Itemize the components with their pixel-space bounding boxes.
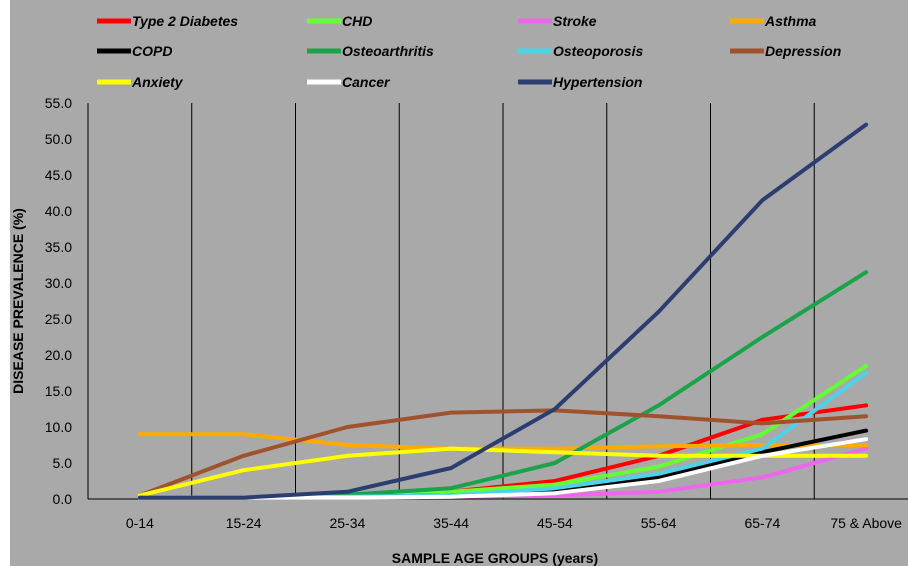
data-point xyxy=(760,418,764,422)
data-point xyxy=(864,437,868,441)
data-point xyxy=(553,483,557,487)
data-point xyxy=(242,468,246,472)
data-point xyxy=(449,447,453,451)
data-point xyxy=(345,496,349,500)
data-point xyxy=(657,403,661,407)
data-point xyxy=(760,475,764,479)
data-point xyxy=(242,496,246,500)
y-tick-label: 15.0 xyxy=(45,383,72,399)
y-tick-label: 5.0 xyxy=(53,455,73,471)
series-hypertension xyxy=(137,122,869,500)
legend-label: Osteoarthritis xyxy=(342,43,434,59)
series-line xyxy=(137,122,869,500)
data-point xyxy=(553,450,557,454)
legend-label: CHD xyxy=(342,13,372,29)
x-tick-label: 55-64 xyxy=(641,515,677,531)
data-point xyxy=(449,486,453,490)
series-line xyxy=(137,408,869,498)
data-point xyxy=(760,421,764,425)
data-point xyxy=(864,454,868,458)
data-point xyxy=(449,490,453,494)
data-point xyxy=(242,454,246,458)
data-point xyxy=(449,466,453,470)
x-tick-label: 15-24 xyxy=(226,515,262,531)
y-tick-label: 45.0 xyxy=(45,167,72,183)
data-point xyxy=(657,454,661,458)
data-point xyxy=(864,270,868,274)
x-tick-label: 75 & Above xyxy=(830,515,902,531)
y-tick-label: 40.0 xyxy=(45,203,72,219)
x-tick-label: 25-34 xyxy=(329,515,365,531)
legend-label: Type 2 Diabetes xyxy=(132,13,238,29)
data-point xyxy=(449,411,453,415)
data-point xyxy=(345,443,349,447)
data-point xyxy=(553,461,557,465)
legend-label: Anxiety xyxy=(131,74,184,90)
y-tick-label: 20.0 xyxy=(45,347,72,363)
x-axis-title: SAMPLE AGE GROUPS (years) xyxy=(392,550,598,566)
legend-label: Osteoporosis xyxy=(553,43,643,59)
data-point xyxy=(657,465,661,469)
y-tick-label: 35.0 xyxy=(45,239,72,255)
data-point xyxy=(760,432,764,436)
data-point xyxy=(657,444,661,448)
legend-label: Depression xyxy=(765,43,841,59)
data-point xyxy=(657,310,661,314)
data-point xyxy=(657,479,661,483)
series-line xyxy=(137,446,869,498)
data-point xyxy=(449,495,453,499)
data-point xyxy=(242,432,246,436)
data-point xyxy=(864,123,868,127)
data-point xyxy=(760,450,764,454)
legend-label: Cancer xyxy=(342,74,391,90)
data-point xyxy=(553,491,557,495)
data-point xyxy=(864,443,868,447)
legend-label: COPD xyxy=(132,43,172,59)
x-tick-label: 65-74 xyxy=(744,515,780,531)
chart-background xyxy=(10,0,908,566)
data-point xyxy=(553,447,557,451)
data-point xyxy=(657,472,661,476)
data-point xyxy=(864,429,868,433)
data-point xyxy=(345,454,349,458)
x-tick-label: 0-14 xyxy=(126,515,154,531)
x-tick-label: 35-44 xyxy=(433,515,469,531)
y-tick-label: 0.0 xyxy=(53,491,73,507)
series-depression xyxy=(137,408,869,498)
data-point xyxy=(345,490,349,494)
data-point xyxy=(657,490,661,494)
data-point xyxy=(864,403,868,407)
data-point xyxy=(138,432,142,436)
data-point xyxy=(864,447,868,451)
y-axis-title: DISEASE PREVALENCE (%) xyxy=(10,208,26,394)
y-tick-label: 30.0 xyxy=(45,275,72,291)
legend-label: Hypertension xyxy=(553,74,642,90)
y-tick-label: 10.0 xyxy=(45,419,72,435)
legend: Type 2 Diabetes CHD Stroke Asthma COPD Osteoa… xyxy=(97,13,841,90)
legend-label: Stroke xyxy=(553,13,597,29)
data-point xyxy=(760,198,764,202)
data-point xyxy=(760,447,764,451)
data-point xyxy=(553,479,557,483)
data-point xyxy=(553,407,557,411)
x-tick-label: 45-54 xyxy=(537,515,573,531)
y-tick-label: 25.0 xyxy=(45,311,72,327)
legend-label: Asthma xyxy=(764,13,817,29)
y-tick-label: 55.0 xyxy=(45,95,72,111)
data-point xyxy=(657,475,661,479)
y-tick-label: 50.0 xyxy=(45,131,72,147)
data-point xyxy=(138,496,142,500)
data-point xyxy=(760,335,764,339)
data-point xyxy=(553,486,557,490)
data-point xyxy=(657,414,661,418)
data-point xyxy=(760,454,764,458)
data-point xyxy=(345,425,349,429)
data-point xyxy=(864,414,868,418)
data-point xyxy=(864,364,868,368)
data-point xyxy=(864,371,868,375)
